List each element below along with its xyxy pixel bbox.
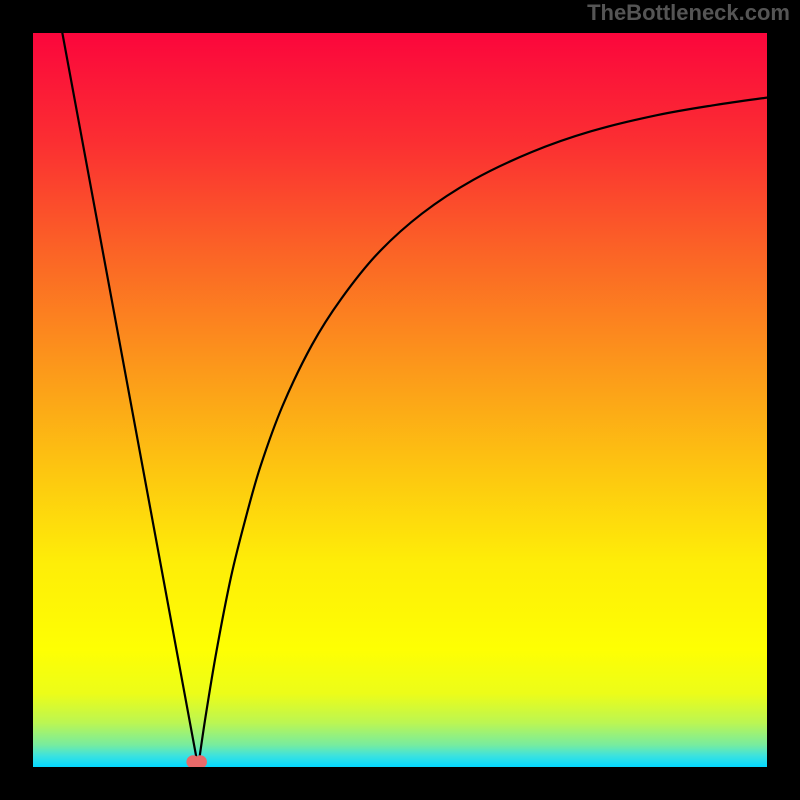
plot-area: [33, 33, 767, 768]
data-marker: [186, 755, 207, 768]
marker-dot: [194, 755, 207, 768]
chart-stage: TheBottleneck.com: [0, 0, 800, 800]
chart-svg: [0, 0, 800, 800]
gradient-background: [33, 33, 767, 767]
attribution-text: TheBottleneck.com: [587, 0, 790, 26]
